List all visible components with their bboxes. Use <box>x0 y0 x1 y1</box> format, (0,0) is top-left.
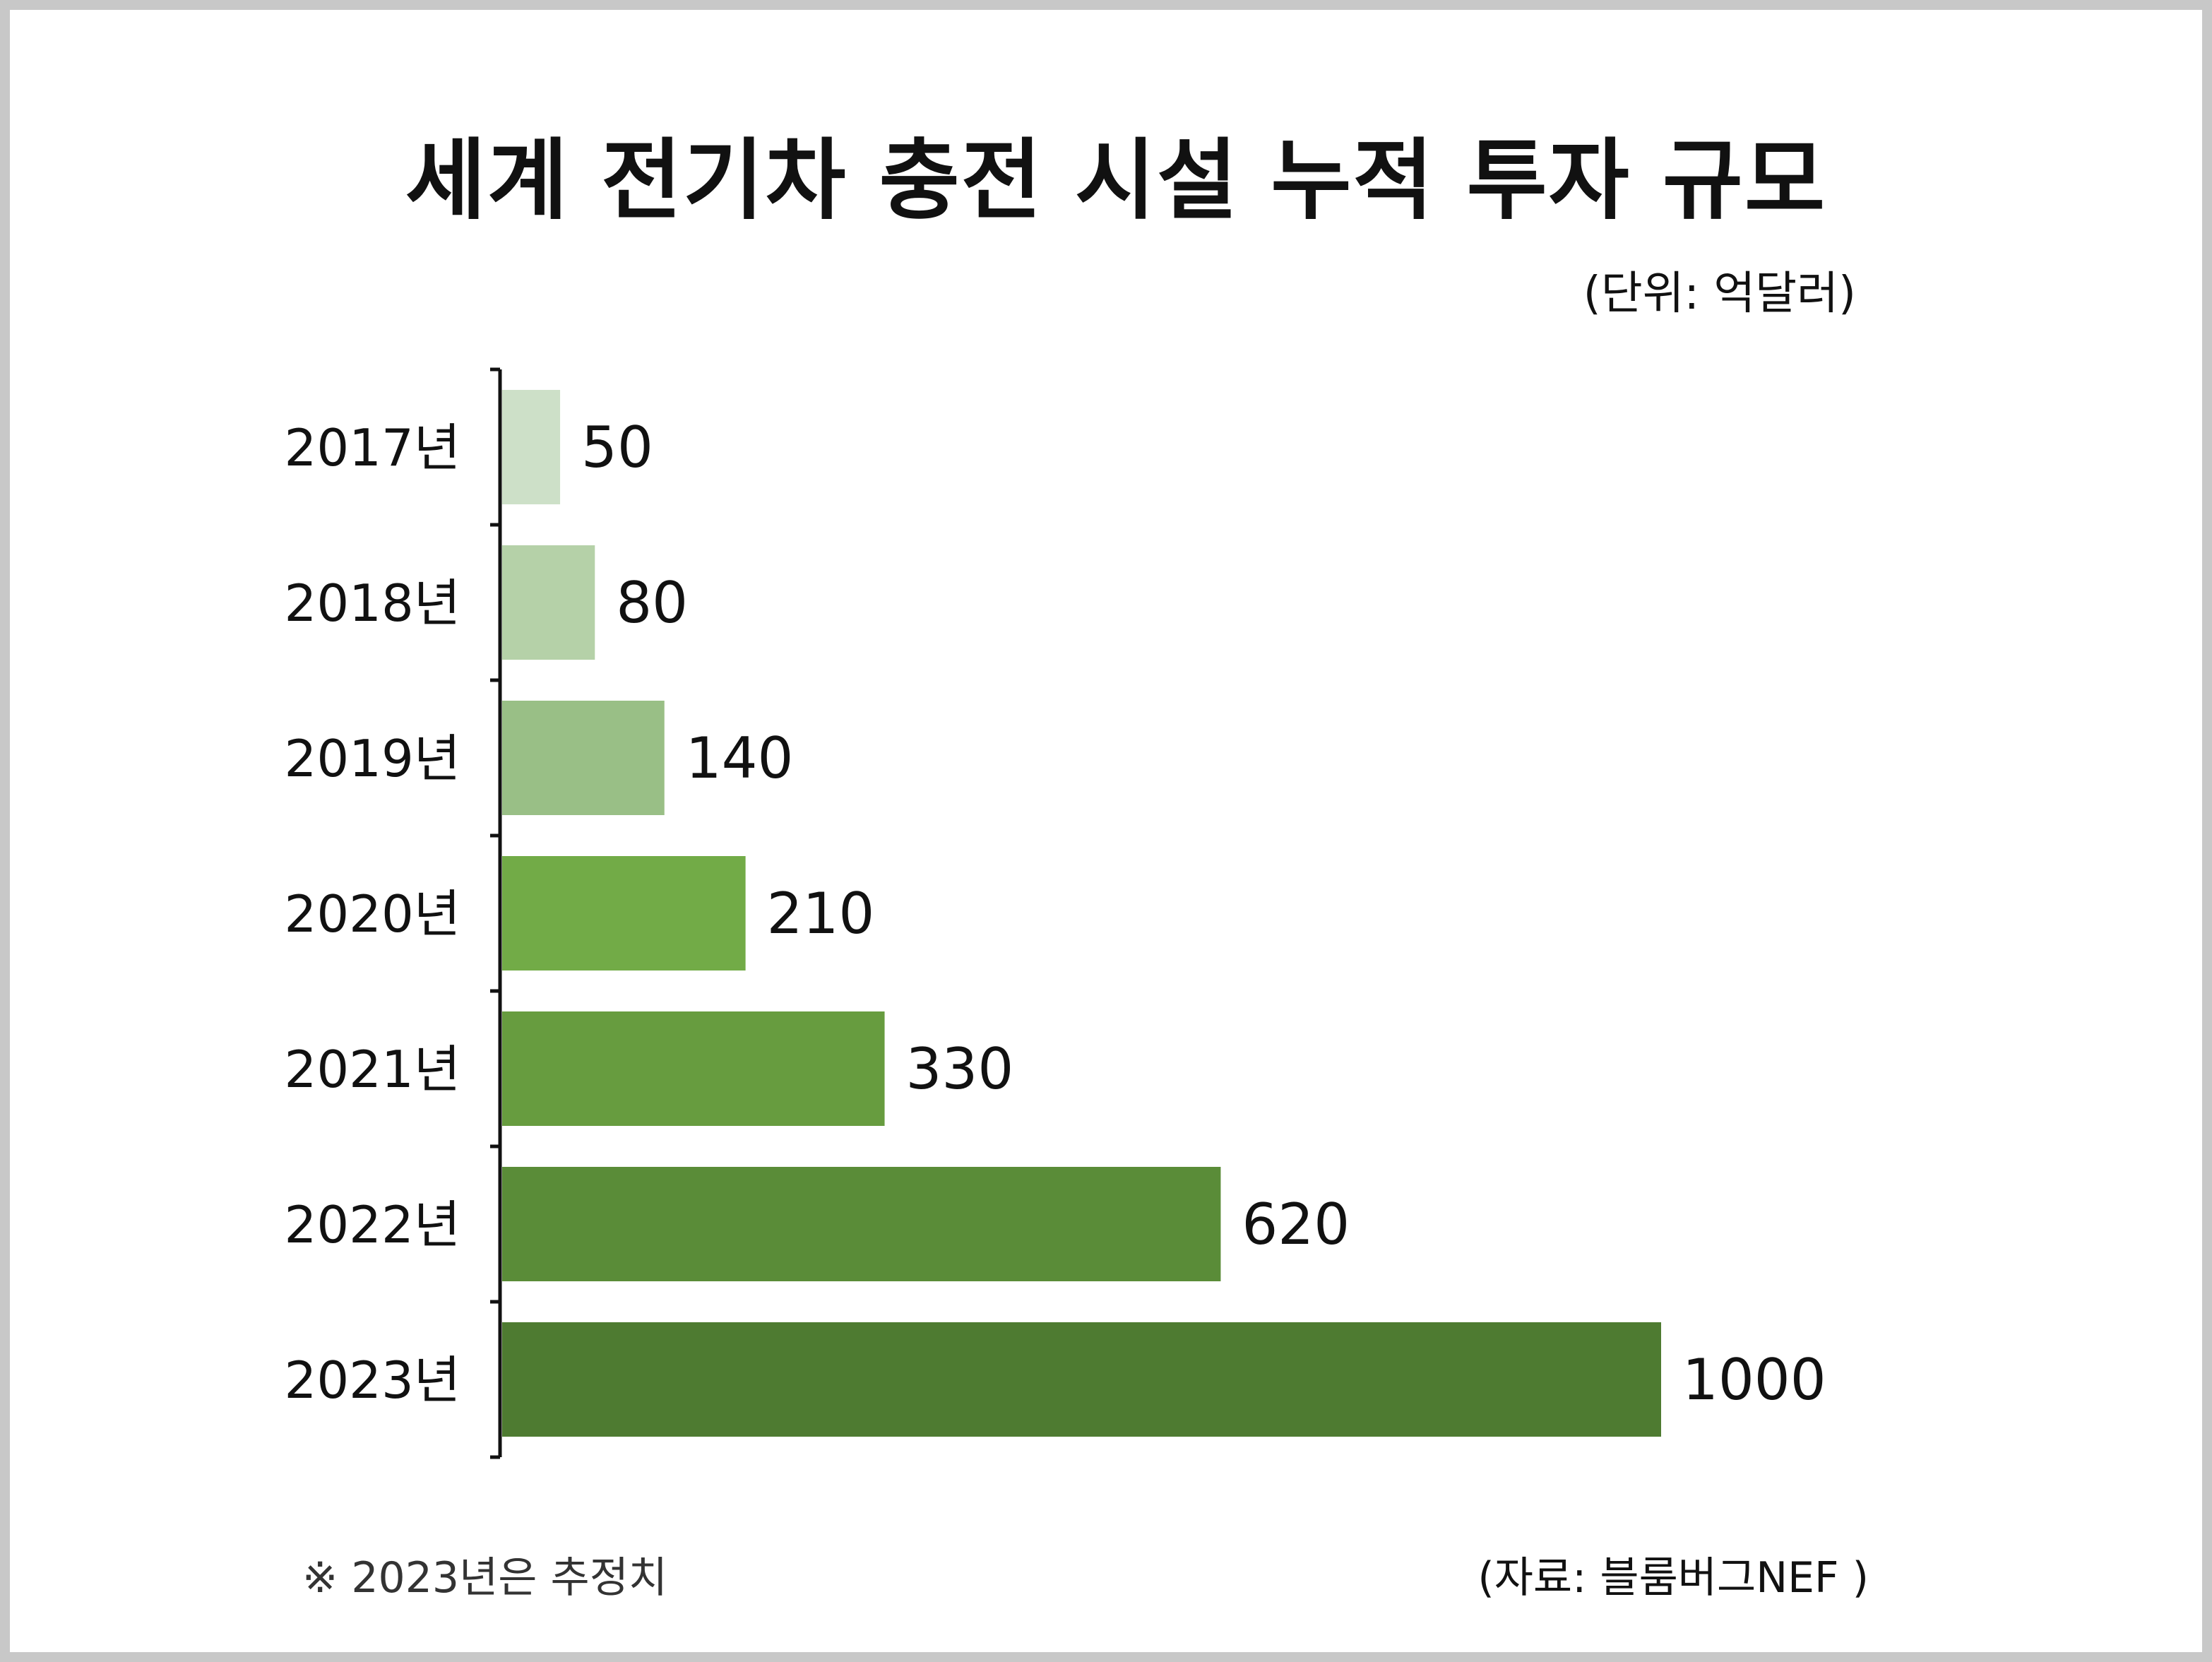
category-label: 2022년 <box>285 1195 460 1254</box>
source-label: (자료: 블룸버그NEF ) <box>1477 1553 1869 1603</box>
value-label: 620 <box>1242 1192 1350 1257</box>
value-label: 1000 <box>1682 1347 1826 1413</box>
value-label: 210 <box>767 881 875 946</box>
chart-title: 세계 전기차 충전 시설 누적 투자 규모 <box>405 130 1827 232</box>
unit-label: (단위: 억달러) <box>1583 268 1856 320</box>
bar-4 <box>502 1011 885 1126</box>
category-label: 2019년 <box>285 729 460 788</box>
bar-5 <box>502 1167 1221 1281</box>
bar-3 <box>502 856 746 971</box>
bar-0 <box>502 390 561 504</box>
value-label: 140 <box>686 725 794 791</box>
bar-1 <box>502 545 595 660</box>
category-label: 2020년 <box>285 884 460 944</box>
category-label: 2023년 <box>285 1351 460 1410</box>
value-label: 80 <box>616 570 688 636</box>
category-label: 2021년 <box>285 1040 460 1099</box>
value-label: 50 <box>581 415 653 480</box>
category-label: 2017년 <box>285 418 460 477</box>
bar-6 <box>502 1322 1661 1437</box>
bar-2 <box>502 701 665 815</box>
value-label: 330 <box>906 1036 1014 1102</box>
footnote: ※ 2023년은 추정치 <box>302 1553 668 1603</box>
category-label: 2018년 <box>285 574 460 633</box>
